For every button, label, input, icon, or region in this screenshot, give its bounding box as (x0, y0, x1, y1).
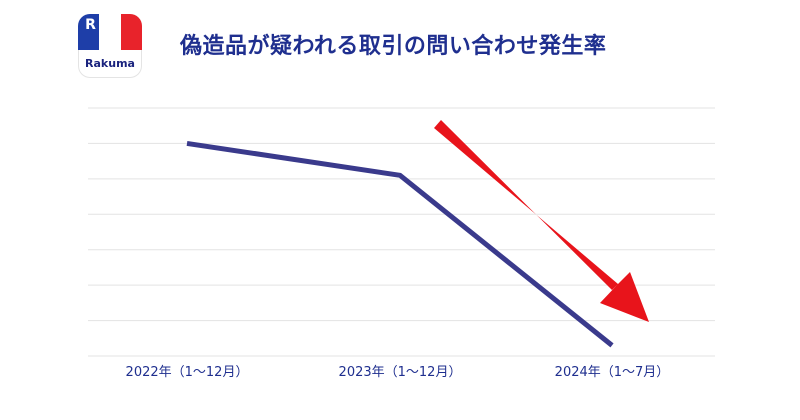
rakuma-r-mark: R (85, 17, 96, 33)
flag-stripe-white (99, 14, 121, 50)
x-tick-label: 2024年（1〜7月） (555, 365, 670, 380)
x-tick-label: 2023年（1〜12月） (339, 365, 462, 380)
annotation-layer (434, 120, 649, 322)
x-axis-labels: 2022年（1〜12月） 2023年（1〜12月） 2024年（1〜7月） (126, 365, 670, 380)
x-tick-label: 2022年（1〜12月） (126, 365, 249, 380)
grid-lines (88, 107, 715, 357)
rakuma-wordmark: Rakuma (85, 57, 135, 70)
french-flag-stripes (78, 14, 142, 50)
chart-title: 偽造品が疑われる取引の問い合わせ発生率 (180, 34, 607, 59)
flag-stripe-blue (78, 14, 100, 50)
down-arrow-annotation (434, 120, 649, 322)
series-group (186, 140, 614, 348)
flag-stripe-red (120, 14, 142, 50)
series-line (186, 140, 614, 348)
rakuma-app-icon: R Rakuma (78, 14, 142, 78)
